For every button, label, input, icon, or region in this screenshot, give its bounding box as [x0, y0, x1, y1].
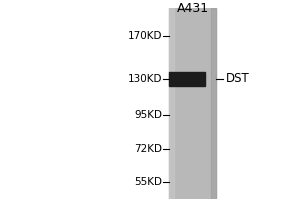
Text: 95KD: 95KD [134, 110, 162, 120]
Bar [211, 8, 216, 199]
Text: A431: A431 [177, 2, 209, 15]
Text: 55KD: 55KD [134, 177, 162, 187]
Bar [169, 8, 216, 199]
Text: 72KD: 72KD [134, 144, 162, 154]
Bar [169, 8, 174, 199]
Bar [169, 72, 205, 86]
Text: DST: DST [226, 72, 250, 85]
Text: 170KD: 170KD [128, 31, 162, 41]
Text: 130KD: 130KD [128, 74, 162, 84]
